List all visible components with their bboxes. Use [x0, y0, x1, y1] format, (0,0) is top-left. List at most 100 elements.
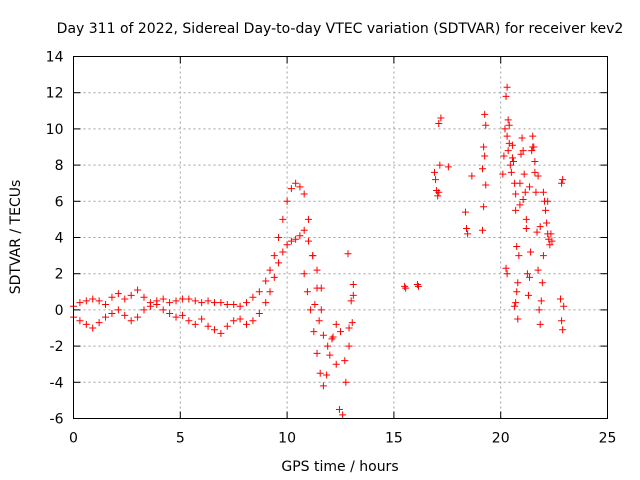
data-point	[275, 259, 283, 267]
data-point	[319, 382, 327, 390]
chart-title: Day 311 of 2022, Sidereal Day-to-day VTE…	[57, 21, 624, 37]
data-point	[303, 288, 311, 296]
data-point	[512, 190, 520, 198]
data-point	[270, 252, 278, 260]
data-point	[341, 357, 349, 365]
data-point	[463, 224, 471, 232]
data-point	[159, 295, 167, 303]
data-point	[560, 302, 568, 310]
data-point	[243, 320, 251, 328]
data-point	[517, 150, 525, 158]
data-point	[506, 161, 514, 169]
data-point	[522, 224, 530, 232]
data-point	[328, 335, 336, 343]
data-point	[309, 252, 317, 260]
data-point	[345, 324, 353, 332]
data-point	[539, 252, 547, 260]
data-point	[432, 176, 440, 184]
data-point	[204, 297, 212, 305]
data-point	[508, 154, 516, 162]
data-point	[516, 201, 524, 209]
data-point	[545, 235, 553, 243]
data-point	[236, 302, 244, 310]
data-point	[514, 315, 522, 323]
data-point	[102, 313, 110, 321]
data-point	[217, 299, 225, 307]
y-tick-label: -6	[50, 412, 64, 428]
series-dense-20-23h	[499, 83, 568, 334]
data-point	[514, 279, 522, 287]
data-point	[502, 92, 510, 100]
data-point	[557, 295, 565, 303]
data-point	[82, 320, 90, 328]
x-tick-label: 20	[492, 431, 510, 447]
data-point	[296, 183, 304, 191]
data-point	[402, 284, 410, 292]
data-point	[95, 297, 103, 305]
data-point	[204, 322, 212, 330]
data-point	[134, 313, 142, 321]
data-point	[516, 179, 524, 187]
data-point	[414, 282, 422, 290]
data-point	[262, 277, 270, 285]
data-point	[536, 320, 544, 328]
data-point	[535, 306, 543, 314]
data-point	[283, 197, 291, 205]
data-point	[329, 333, 337, 341]
data-point	[512, 206, 520, 214]
data-point	[279, 215, 287, 223]
data-point	[210, 326, 218, 334]
data-point	[127, 317, 135, 325]
data-point	[335, 405, 343, 413]
series-drop-11-13h	[300, 270, 355, 419]
data-point	[349, 281, 357, 289]
data-point	[262, 299, 270, 307]
data-point	[536, 223, 544, 231]
data-point	[337, 328, 344, 336]
data-point	[198, 315, 206, 323]
data-point	[508, 141, 516, 149]
data-point	[522, 215, 530, 223]
data-point	[230, 317, 238, 325]
data-point	[292, 235, 300, 243]
data-point	[532, 188, 540, 196]
data-point	[559, 326, 567, 334]
y-tick-label: -4	[50, 375, 64, 391]
data-point	[300, 226, 308, 234]
data-point	[537, 297, 545, 305]
x-tick-label: 0	[69, 431, 78, 447]
data-point	[502, 264, 510, 272]
y-axis-label: SDTVAR / TECUs	[8, 180, 24, 295]
data-point	[153, 300, 161, 308]
data-point	[191, 320, 199, 328]
data-point	[255, 288, 263, 296]
data-point	[140, 293, 148, 301]
data-point	[191, 297, 199, 305]
data-point	[270, 273, 278, 281]
data-point	[481, 152, 489, 160]
data-point	[534, 266, 542, 274]
data-point	[121, 311, 129, 319]
data-point	[95, 319, 103, 327]
data-point	[503, 270, 511, 278]
data-point	[178, 311, 186, 319]
data-point	[287, 185, 295, 193]
data-point	[134, 286, 142, 294]
data-point	[464, 230, 472, 238]
data-point	[304, 237, 312, 245]
data-point	[311, 300, 319, 308]
data-point	[287, 237, 295, 245]
y-tick-label: 14	[46, 50, 64, 66]
data-point	[292, 179, 300, 187]
data-point	[127, 291, 135, 299]
data-point	[243, 299, 251, 307]
data-point	[480, 143, 488, 151]
data-point	[461, 208, 469, 216]
series-band-upper	[70, 179, 325, 314]
data-point	[529, 132, 537, 140]
data-point	[185, 317, 193, 325]
data-point	[185, 295, 193, 303]
data-point	[436, 161, 444, 169]
data-point	[345, 342, 353, 350]
